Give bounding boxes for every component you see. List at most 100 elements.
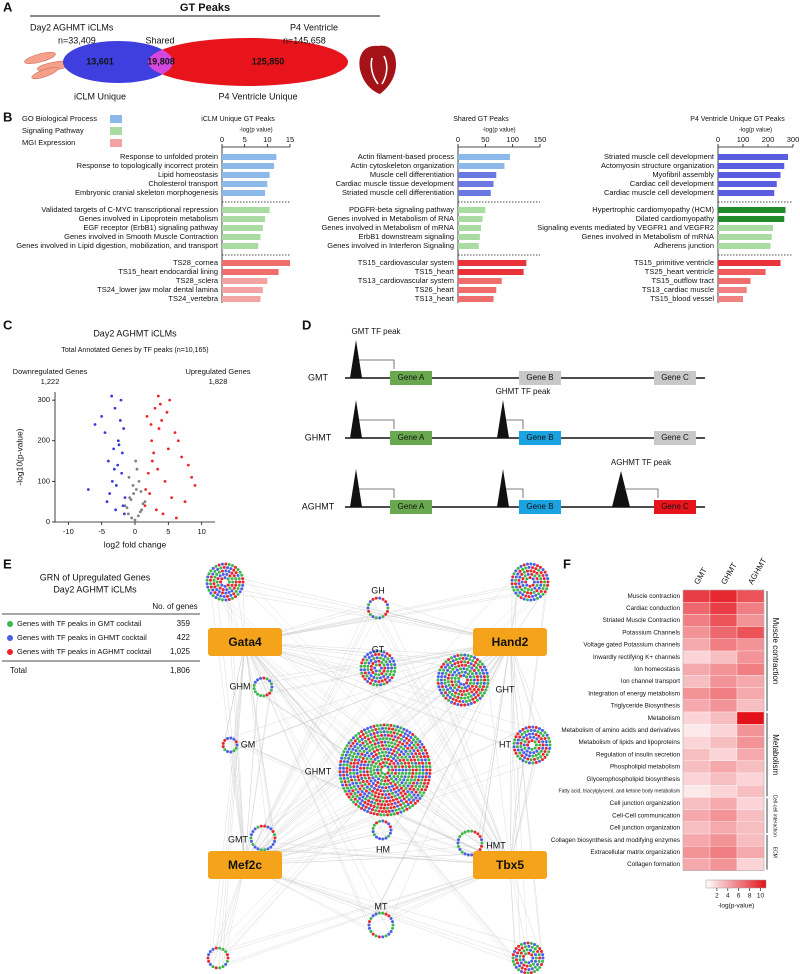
gene-dot <box>531 566 535 570</box>
gene-dot <box>238 580 242 584</box>
gene-dot <box>253 690 257 694</box>
gene-dot <box>351 741 355 745</box>
gene-dot <box>219 566 223 570</box>
gene-dot <box>518 569 522 573</box>
gene-dot <box>249 833 253 837</box>
gene-dot <box>232 737 236 741</box>
gene-dot <box>399 737 403 741</box>
gene-dot <box>408 749 412 753</box>
gene-dot <box>538 743 542 747</box>
gene-dot <box>524 566 528 570</box>
gene-dot <box>383 796 387 800</box>
gene-dot <box>230 589 234 593</box>
gene-dot <box>380 792 384 796</box>
heat-cell <box>736 675 765 688</box>
edge <box>429 767 511 866</box>
gene-dot <box>363 754 367 758</box>
gene-dot <box>420 748 424 752</box>
gene-dot <box>469 662 473 666</box>
gene-dot <box>399 791 403 795</box>
point <box>146 471 150 475</box>
heat-cell <box>682 736 711 749</box>
gene-dot <box>357 778 361 782</box>
bar-label: Cardiac cell development <box>630 179 715 188</box>
gene-dot <box>523 971 527 974</box>
gene-dot <box>357 805 361 809</box>
gene-dot <box>485 685 489 689</box>
gene-dot <box>447 698 451 702</box>
gene-label: Gene B <box>526 433 553 442</box>
gene-dot <box>399 803 403 807</box>
bar <box>222 243 259 249</box>
gene-dot <box>453 670 457 674</box>
gene-dot <box>349 786 353 790</box>
gene-dot <box>374 762 378 766</box>
gene-dot <box>361 741 365 745</box>
gene-dot <box>389 828 393 832</box>
gene-dot <box>399 799 403 803</box>
gene-dot <box>378 774 382 778</box>
gene-dot <box>381 775 385 779</box>
gene-dot <box>374 791 378 795</box>
gene-dot <box>358 743 362 747</box>
heat-cell <box>709 809 738 822</box>
gene-dot <box>380 679 384 683</box>
gene-label: Gene A <box>398 433 425 442</box>
gene-dot <box>392 762 396 766</box>
gene-dot <box>359 763 363 767</box>
gene-dot <box>516 754 520 758</box>
gene-dot <box>484 688 488 692</box>
edge <box>509 641 538 728</box>
gene-dot <box>340 780 344 784</box>
promoter-arrow <box>359 419 395 429</box>
gene-dot <box>405 729 409 733</box>
gene-dot <box>480 841 484 845</box>
gene-dot <box>402 752 406 756</box>
legend-label: MGI Expression <box>22 138 75 147</box>
gene-dot <box>338 763 342 767</box>
heat-cell <box>736 858 765 871</box>
y-tick-label: 200 <box>37 436 50 445</box>
gene-dot <box>352 761 356 765</box>
row-label: Cell junction organization <box>610 800 681 807</box>
gene-dot <box>524 726 528 730</box>
gene-dot <box>414 790 418 794</box>
bar <box>718 172 781 178</box>
gene-dot <box>386 733 390 737</box>
gene-dot <box>536 963 540 967</box>
point <box>113 406 117 410</box>
gene-dot <box>396 743 400 747</box>
heat-cell <box>709 821 738 835</box>
gene-dot <box>263 824 267 828</box>
gene-dot <box>456 702 460 706</box>
gene-dot <box>466 853 470 857</box>
gene-dot <box>414 765 418 769</box>
gene-dot <box>472 688 476 692</box>
gene-dot <box>273 839 277 843</box>
total-label: Total <box>10 666 27 675</box>
gene-dot <box>339 776 343 780</box>
heat-cell <box>682 650 711 664</box>
gene-dot <box>525 562 529 566</box>
gene-dot <box>461 700 465 704</box>
gene-dot <box>375 835 379 839</box>
gene-dot <box>393 735 397 739</box>
gene-dot <box>519 942 523 946</box>
colorbar-tick: 2 <box>715 893 719 900</box>
gene-dot <box>401 768 405 772</box>
bar <box>458 225 481 231</box>
gene-dot <box>236 573 240 577</box>
gene-dot <box>533 757 537 761</box>
gene-dot <box>230 571 234 575</box>
gene-dot <box>533 953 537 957</box>
gene-dot <box>234 577 238 581</box>
gene-dot <box>369 917 373 921</box>
gene-dot <box>539 755 543 759</box>
row-label: Collagen biosynthesis and modifying enzy… <box>551 837 680 844</box>
group-label: Muscle contraction <box>771 618 780 685</box>
tf-peak <box>497 469 509 507</box>
gene-dot <box>360 776 364 780</box>
gene-dot <box>207 572 211 576</box>
gene-dot <box>377 652 381 656</box>
gene-dot <box>392 749 396 753</box>
